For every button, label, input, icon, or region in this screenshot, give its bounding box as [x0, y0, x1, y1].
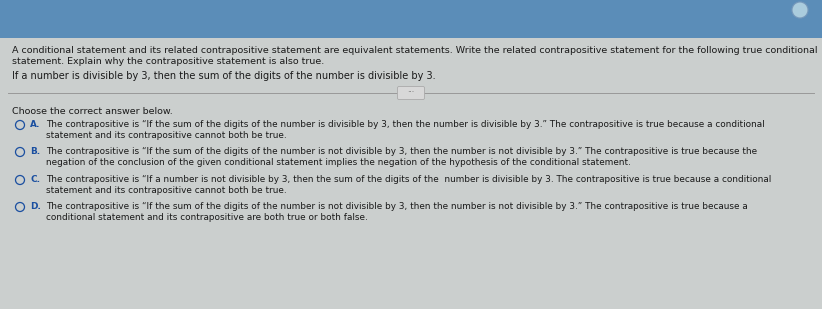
Text: The contrapositive is “If the sum of the digits of the number is not divisible b: The contrapositive is “If the sum of the… — [46, 202, 748, 211]
FancyBboxPatch shape — [398, 87, 424, 99]
Text: conditional statement and its contrapositive are both true or both false.: conditional statement and its contraposi… — [46, 213, 367, 222]
Text: Choose the correct answer below.: Choose the correct answer below. — [12, 107, 173, 116]
Circle shape — [792, 2, 808, 18]
Text: A conditional statement and its related contrapositive statement are equivalent : A conditional statement and its related … — [12, 46, 818, 55]
Text: C.: C. — [30, 175, 40, 184]
Text: negation of the conclusion of the given conditional statement implies the negati: negation of the conclusion of the given … — [46, 158, 630, 167]
Text: statement and its contrapositive cannot both be true.: statement and its contrapositive cannot … — [46, 186, 287, 195]
Text: D.: D. — [30, 202, 41, 211]
Bar — [0, 0, 822, 38]
Text: A.: A. — [30, 120, 40, 129]
Text: The contrapositive is “If a number is not divisible by 3, then the sum of the di: The contrapositive is “If a number is no… — [46, 175, 771, 184]
Text: ···: ··· — [408, 88, 414, 98]
Text: If a number is divisible by 3, then the sum of the digits of the number is divis: If a number is divisible by 3, then the … — [12, 71, 436, 81]
Text: statement and its contrapositive cannot both be true.: statement and its contrapositive cannot … — [46, 131, 287, 140]
Text: statement. Explain why the contrapositive statement is also true.: statement. Explain why the contrapositiv… — [12, 57, 324, 66]
Text: The contrapositive is “If the sum of the digits of the number is not divisible b: The contrapositive is “If the sum of the… — [46, 147, 757, 156]
Text: The contrapositive is “If the sum of the digits of the number is divisible by 3,: The contrapositive is “If the sum of the… — [46, 120, 764, 129]
Text: B.: B. — [30, 147, 40, 156]
